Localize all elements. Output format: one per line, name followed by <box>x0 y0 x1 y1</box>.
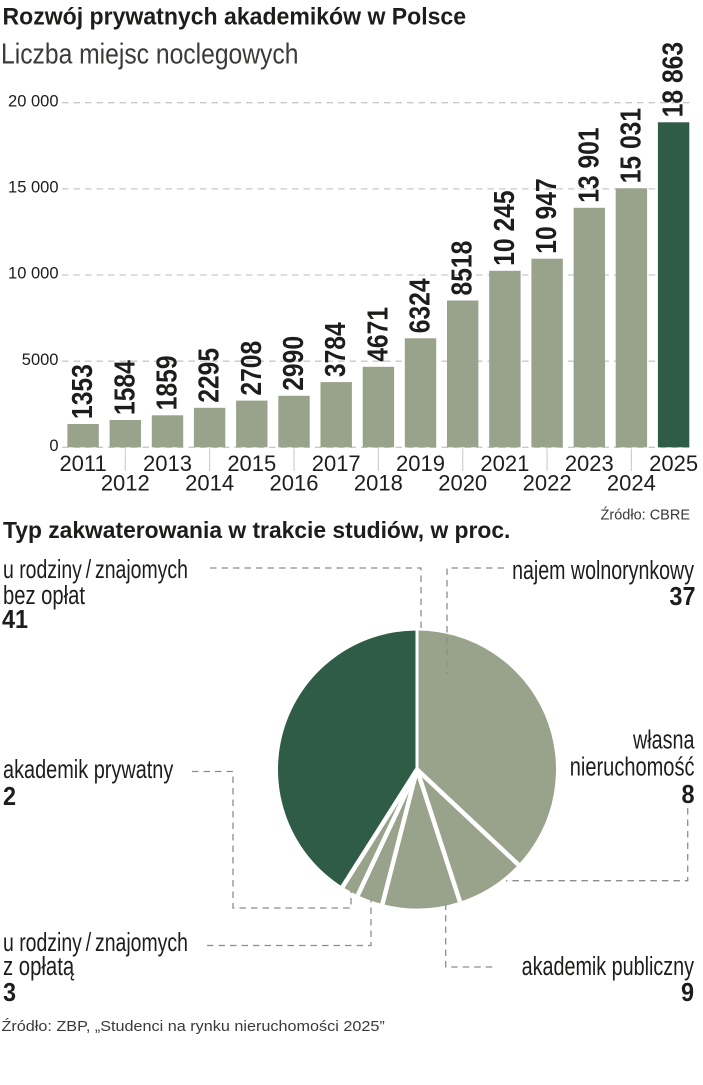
svg-text:8518: 8518 <box>446 241 478 296</box>
svg-text:1859: 1859 <box>151 355 183 410</box>
svg-text:bez opłat: bez opłat <box>3 581 85 610</box>
svg-text:3: 3 <box>3 979 16 1007</box>
svg-text:18 863: 18 863 <box>657 42 689 117</box>
svg-text:13 901: 13 901 <box>572 127 604 202</box>
svg-text:3784: 3784 <box>319 322 351 377</box>
svg-text:10 245: 10 245 <box>488 190 520 265</box>
svg-text:5000: 5000 <box>22 351 59 369</box>
svg-text:Źródło: ZBP, „Studenci na rynk: Źródło: ZBP, „Studenci na rynku nierucho… <box>2 1016 385 1034</box>
svg-text:2018: 2018 <box>354 470 403 495</box>
svg-text:2014: 2014 <box>185 470 234 495</box>
svg-text:nieruchomość: nieruchomość <box>570 752 695 781</box>
svg-text:0: 0 <box>49 437 58 455</box>
svg-text:15 031: 15 031 <box>615 108 647 183</box>
svg-text:37: 37 <box>669 583 695 611</box>
svg-text:akademik publiczny: akademik publiczny <box>522 951 695 980</box>
svg-text:4671: 4671 <box>362 307 394 362</box>
svg-text:2012: 2012 <box>101 470 150 495</box>
svg-text:6324: 6324 <box>404 278 436 333</box>
svg-text:9: 9 <box>681 979 694 1007</box>
svg-text:u rodziny / znajomych: u rodziny / znajomych <box>3 554 188 583</box>
svg-text:1353: 1353 <box>66 364 98 419</box>
svg-text:2013: 2013 <box>143 451 192 476</box>
svg-text:2295: 2295 <box>193 348 225 403</box>
svg-text:2017: 2017 <box>312 451 361 476</box>
svg-text:Rozwój prywatnych akademików w: Rozwój prywatnych akademików w Polsce <box>3 3 467 30</box>
svg-text:Źródło: CBRE: Źródło: CBRE <box>601 507 691 524</box>
svg-text:2708: 2708 <box>235 341 267 396</box>
svg-text:2: 2 <box>3 783 16 811</box>
svg-text:8: 8 <box>681 781 694 809</box>
svg-text:15 000: 15 000 <box>8 179 58 197</box>
svg-text:1584: 1584 <box>108 360 140 415</box>
svg-text:2019: 2019 <box>396 451 445 476</box>
svg-text:20 000: 20 000 <box>8 92 58 110</box>
svg-text:Typ zakwaterowania w trakcie s: Typ zakwaterowania w trakcie studiów, w … <box>3 517 510 543</box>
svg-text:2020: 2020 <box>438 470 487 495</box>
svg-text:2025: 2025 <box>649 451 698 476</box>
svg-text:2023: 2023 <box>565 451 614 476</box>
svg-text:2011: 2011 <box>59 451 106 476</box>
svg-text:2990: 2990 <box>277 336 309 391</box>
svg-text:2024: 2024 <box>607 470 656 495</box>
svg-text:2015: 2015 <box>227 451 276 476</box>
svg-text:własna: własna <box>632 725 694 754</box>
svg-text:10 947: 10 947 <box>530 178 562 253</box>
svg-text:41: 41 <box>2 606 28 634</box>
svg-text:Liczba miejsc noclegowych: Liczba miejsc noclegowych <box>1 38 298 70</box>
svg-text:10 000: 10 000 <box>8 265 58 283</box>
svg-text:u rodziny / znajomych: u rodziny / znajomych <box>3 927 188 956</box>
svg-text:2021: 2021 <box>480 451 529 476</box>
svg-text:najem wolnorynkowy: najem wolnorynkowy <box>512 555 694 584</box>
svg-text:z opłatą: z opłatą <box>3 952 74 981</box>
svg-text:akademik prywatny: akademik prywatny <box>3 754 174 783</box>
svg-text:2022: 2022 <box>523 470 572 495</box>
svg-text:2016: 2016 <box>270 470 319 495</box>
